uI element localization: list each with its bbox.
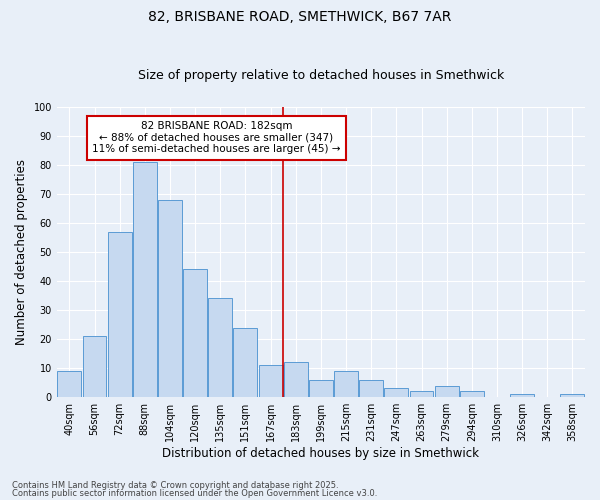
- Bar: [560, 394, 584, 397]
- Bar: [208, 298, 232, 397]
- Bar: [460, 392, 484, 397]
- Bar: [334, 371, 358, 397]
- Bar: [410, 392, 433, 397]
- Bar: [58, 371, 82, 397]
- Bar: [183, 270, 207, 397]
- Bar: [309, 380, 333, 397]
- Text: Contains public sector information licensed under the Open Government Licence v3: Contains public sector information licen…: [12, 488, 377, 498]
- Text: Contains HM Land Registry data © Crown copyright and database right 2025.: Contains HM Land Registry data © Crown c…: [12, 481, 338, 490]
- Bar: [259, 366, 283, 397]
- Bar: [83, 336, 106, 397]
- Bar: [108, 232, 131, 397]
- Bar: [385, 388, 409, 397]
- Bar: [158, 200, 182, 397]
- Bar: [133, 162, 157, 397]
- Bar: [510, 394, 534, 397]
- Title: Size of property relative to detached houses in Smethwick: Size of property relative to detached ho…: [138, 69, 504, 82]
- X-axis label: Distribution of detached houses by size in Smethwick: Distribution of detached houses by size …: [163, 447, 479, 460]
- Text: 82 BRISBANE ROAD: 182sqm
← 88% of detached houses are smaller (347)
11% of semi-: 82 BRISBANE ROAD: 182sqm ← 88% of detach…: [92, 122, 341, 154]
- Bar: [284, 362, 308, 397]
- Bar: [359, 380, 383, 397]
- Text: 82, BRISBANE ROAD, SMETHWICK, B67 7AR: 82, BRISBANE ROAD, SMETHWICK, B67 7AR: [148, 10, 452, 24]
- Bar: [233, 328, 257, 397]
- Y-axis label: Number of detached properties: Number of detached properties: [15, 159, 28, 345]
- Bar: [435, 386, 458, 397]
